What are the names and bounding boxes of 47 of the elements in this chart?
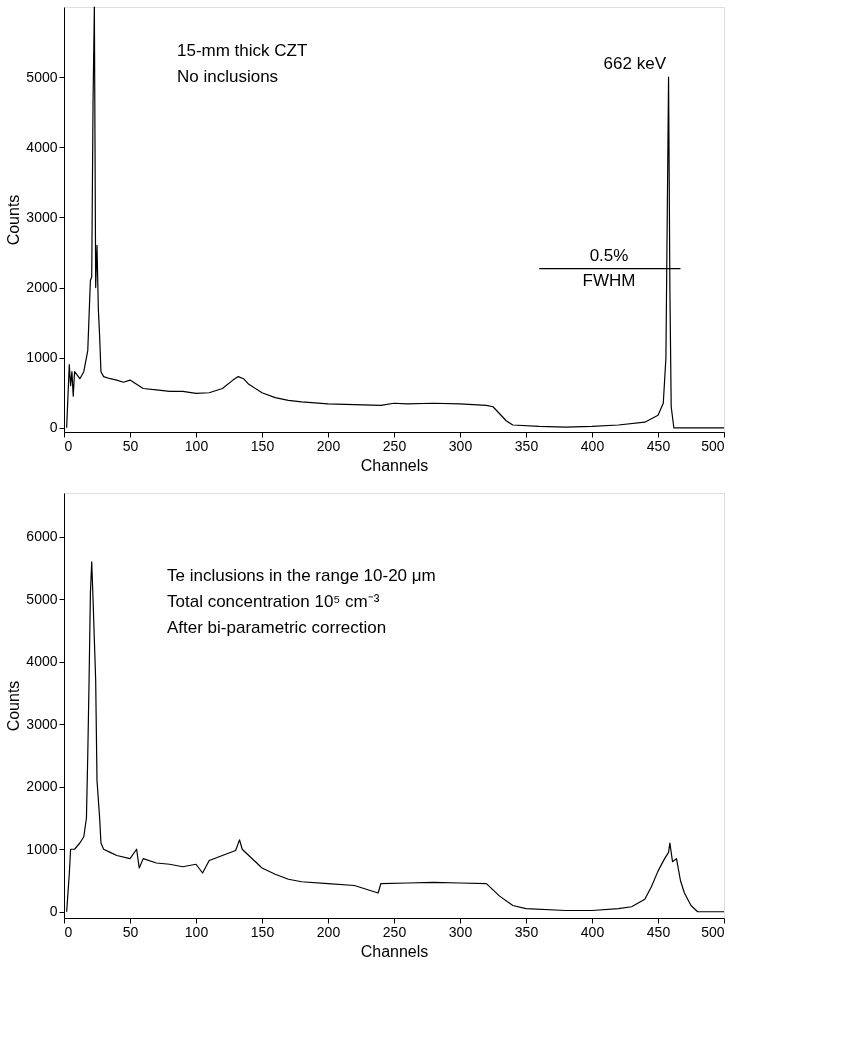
- y-tick-label: 6000: [26, 528, 58, 545]
- y-tick-label: 2000: [26, 279, 58, 296]
- y-tick-label: 3000: [26, 208, 58, 225]
- y-axis-title: Counts: [5, 194, 23, 246]
- y-tick-label: 1000: [26, 349, 58, 366]
- annotation: FWHM: [582, 271, 636, 290]
- y-tick-label: 3000: [26, 715, 58, 732]
- x-tick-label: 500: [701, 437, 725, 454]
- y-tick-label: 4000: [26, 653, 58, 670]
- x-tick-label: 100: [184, 923, 209, 940]
- x-tick-label: 100: [184, 437, 209, 454]
- annotation: After bi-parametric correction: [167, 618, 387, 637]
- x-tick-label: 200: [316, 437, 341, 454]
- y-tick-label: 5000: [26, 68, 58, 85]
- x-tick-label: 500: [701, 923, 725, 940]
- x-tick-label: 150: [250, 437, 275, 454]
- x-axis-title: Channels: [360, 456, 429, 474]
- y-tick-label: 0: [49, 419, 58, 436]
- y-tick-label: 4000: [26, 138, 58, 155]
- annotation: 0.5%: [589, 246, 629, 265]
- x-tick-label: 0: [64, 923, 73, 940]
- y-tick-label: 5000: [26, 590, 58, 607]
- annotation: Te inclusions in the range 10-20 μm: [167, 566, 436, 585]
- x-tick-label: 450: [646, 923, 671, 940]
- x-tick-label: 250: [382, 437, 407, 454]
- y-tick-label: 2000: [26, 778, 58, 795]
- annotation: Total concentration 10⁵ cm⁻³: [167, 592, 380, 611]
- x-tick-label: 150: [250, 923, 275, 940]
- annotation: 662 keV: [603, 54, 667, 73]
- x-tick-label: 250: [382, 923, 407, 940]
- y-tick-label: 0: [49, 903, 58, 920]
- x-tick-label: 400: [580, 437, 605, 454]
- x-tick-label: 200: [316, 923, 341, 940]
- x-tick-label: 50: [122, 437, 139, 454]
- x-tick-label: 450: [646, 437, 671, 454]
- annotation: No inclusions: [177, 67, 279, 86]
- y-axis-title: Counts: [5, 680, 23, 732]
- annotation: 15-mm thick CZT: [177, 41, 308, 60]
- x-tick-label: 0: [64, 437, 73, 454]
- x-tick-label: 300: [448, 923, 473, 940]
- x-axis-title: Channels: [360, 942, 429, 960]
- x-tick-label: 50: [122, 923, 139, 940]
- x-tick-label: 300: [448, 437, 473, 454]
- x-tick-label: 400: [580, 923, 605, 940]
- x-tick-label: 350: [514, 437, 539, 454]
- x-tick-label: 350: [514, 923, 539, 940]
- y-tick-label: 1000: [26, 840, 58, 857]
